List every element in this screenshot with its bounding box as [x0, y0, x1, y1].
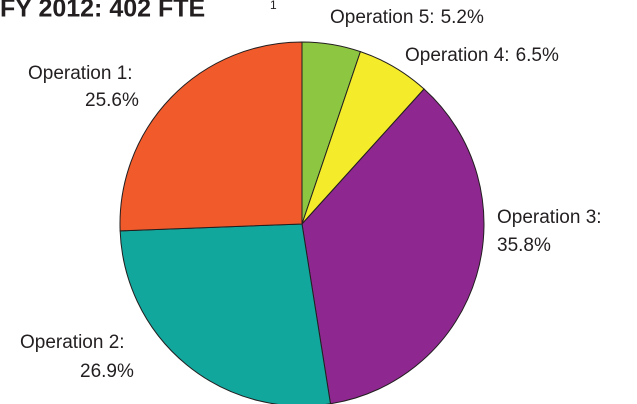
pie-slice — [119, 223, 332, 404]
category-label: Operation 1: — [28, 63, 133, 84]
slice-label: Operation 4: 6.5% — [405, 45, 559, 66]
category-label: Operation 3: — [497, 207, 602, 228]
chart-title: FY 2012: 402 FTE — [0, 0, 205, 23]
category-label: Operation 4: — [405, 45, 510, 66]
category-label: Operation 5: — [330, 7, 435, 28]
pie-slice — [301, 88, 485, 404]
slices — [119, 41, 485, 404]
value-label: 6.5% — [516, 45, 559, 66]
title-note: 1 — [270, 0, 277, 12]
value-label: 35.8% — [497, 235, 551, 256]
value-label: 5.2% — [441, 7, 484, 28]
pie-slice — [119, 41, 303, 232]
value-label: 25.6% — [85, 90, 139, 111]
slice-label: Operation 5: 5.2% — [330, 7, 484, 28]
category-label: Operation 2: — [20, 332, 125, 353]
value-label: 26.9% — [80, 361, 134, 382]
